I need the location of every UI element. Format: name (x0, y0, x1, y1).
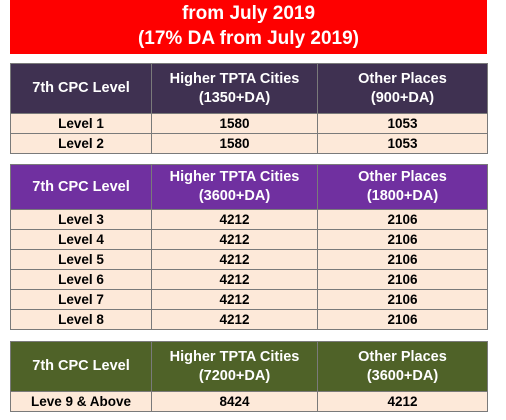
cell-other: 2106 (317, 289, 488, 310)
cell-level: Level 7 (10, 289, 152, 310)
table-row: Level 4 4212 2106 (10, 229, 488, 250)
cell-higher: 4212 (151, 229, 318, 250)
cell-higher: 4212 (151, 309, 318, 330)
header-higher-tpta: Higher TPTA Cities (3600+DA) (151, 164, 318, 210)
header-other-places: Other Places (1800+DA) (317, 164, 488, 210)
cell-higher: 4212 (151, 289, 318, 310)
header-level: 7th CPC Level (10, 164, 152, 210)
header-level: 7th CPC Level (10, 63, 152, 114)
title-banner: from July 2019 (17% DA from July 2019) (10, 0, 487, 54)
header-other-rate: (900+DA) (370, 89, 435, 106)
table-row: Level 8 4212 2106 (10, 309, 488, 330)
header-higher-tpta: Higher TPTA Cities (1350+DA) (151, 63, 318, 114)
cell-level: Level 8 (10, 309, 152, 330)
header-other-places: Other Places (900+DA) (317, 63, 488, 114)
cell-higher: 1580 (151, 113, 318, 134)
cell-level: Level 1 (10, 113, 152, 134)
table-header-row: 7th CPC Level Higher TPTA Cities (1350+D… (10, 63, 488, 114)
table-row: Level 7 4212 2106 (10, 289, 488, 310)
header-other-rate: (1800+DA) (366, 188, 439, 204)
table-row: Level 2 1580 1053 (10, 133, 488, 154)
cell-level: Level 6 (10, 269, 152, 290)
cell-level: Level 3 (10, 209, 152, 230)
allowance-table-levels-1-2: 7th CPC Level Higher TPTA Cities (1350+D… (10, 63, 488, 154)
header-other-rate: (3600+DA) (366, 367, 439, 384)
allowance-table-levels-3-8: 7th CPC Level Higher TPTA Cities (3600+D… (10, 164, 488, 330)
cell-other: 2106 (317, 209, 488, 230)
table-header-row: 7th CPC Level Higher TPTA Cities (3600+D… (10, 164, 488, 210)
header-higher-rate: (1350+DA) (198, 89, 271, 106)
table-row: Level 5 4212 2106 (10, 249, 488, 270)
cell-other: 2106 (317, 309, 488, 330)
cell-higher: 1580 (151, 133, 318, 154)
title-line-1: from July 2019 (181, 3, 316, 24)
header-higher-title: Higher TPTA Cities (169, 348, 300, 365)
cell-higher: 4212 (151, 269, 318, 290)
table-row: Level 6 4212 2106 (10, 269, 488, 290)
cell-other: 1053 (317, 113, 488, 134)
cell-level: Level 5 (10, 249, 152, 270)
cell-other: 1053 (317, 133, 488, 154)
cell-higher: 4212 (151, 249, 318, 270)
header-higher-rate: (7200+DA) (198, 367, 271, 384)
cell-level: Leve 9 & Above (10, 391, 152, 412)
header-higher-title: Higher TPTA Cities (169, 70, 300, 87)
header-higher-tpta: Higher TPTA Cities (7200+DA) (151, 341, 318, 392)
cell-level: Level 4 (10, 229, 152, 250)
table-row: Level 3 4212 2106 (10, 209, 488, 230)
header-other-places: Other Places (3600+DA) (317, 341, 488, 392)
cell-other: 4212 (317, 391, 488, 412)
cell-higher: 4212 (151, 209, 318, 230)
table-row: Leve 9 & Above 8424 4212 (10, 391, 488, 412)
cell-other: 2106 (317, 229, 488, 250)
cell-level: Level 2 (10, 133, 152, 154)
cell-higher: 8424 (151, 391, 318, 412)
header-higher-rate: (3600+DA) (198, 188, 271, 204)
header-higher-title: Higher TPTA Cities (169, 169, 300, 185)
header-other-title: Other Places (358, 70, 447, 87)
title-line-2: (17% DA from July 2019) (137, 28, 360, 49)
table-row: Level 1 1580 1053 (10, 113, 488, 134)
cell-other: 2106 (317, 269, 488, 290)
header-other-title: Other Places (358, 348, 447, 365)
allowance-table-level-9-above: 7th CPC Level Higher TPTA Cities (7200+D… (10, 341, 488, 412)
cell-other: 2106 (317, 249, 488, 270)
table-header-row: 7th CPC Level Higher TPTA Cities (7200+D… (10, 341, 488, 392)
header-level: 7th CPC Level (10, 341, 152, 392)
header-other-title: Other Places (358, 169, 447, 185)
